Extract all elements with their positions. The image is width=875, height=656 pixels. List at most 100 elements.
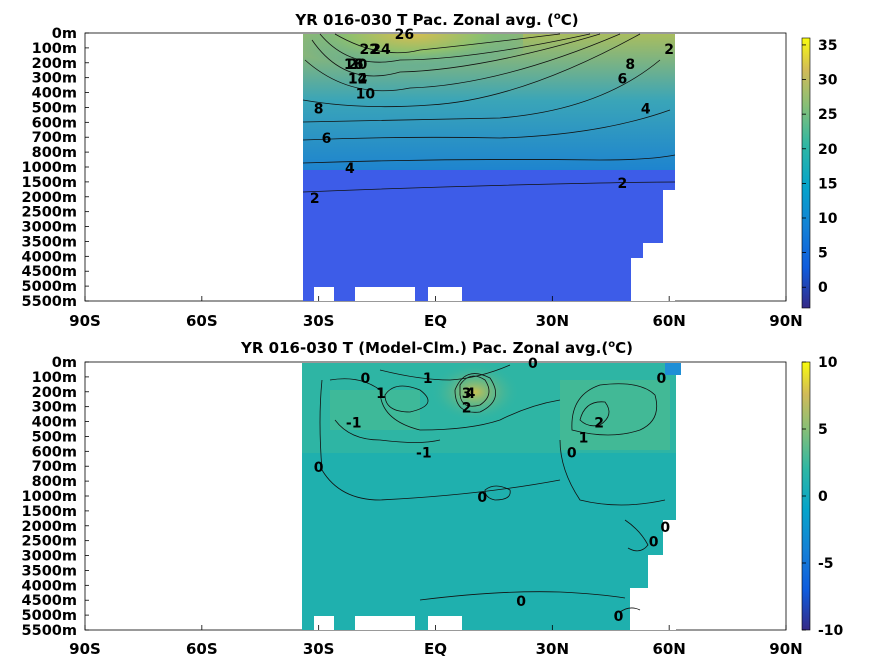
y-tick-label: 1000m: [22, 489, 77, 505]
colorbar-tick-label: 5: [818, 246, 828, 262]
colorbar-tick-label: -5: [818, 556, 834, 572]
x-tick-label: 30N: [536, 312, 569, 330]
y-tick-label: 600m: [32, 115, 77, 131]
chart-title: YR 016-030 T Pac. Zonal avg. (oC): [294, 11, 578, 29]
y-tick-label: 100m: [32, 41, 77, 57]
x-tick-label: EQ: [424, 640, 447, 656]
contour-label: 22: [360, 42, 379, 58]
y-tick-label: 2500m: [22, 534, 77, 550]
contour-label: 0: [657, 371, 667, 387]
y-tick-label: 3000m: [22, 549, 77, 565]
y-tick-label: 5500m: [22, 294, 77, 310]
contour-label: -1: [416, 445, 432, 461]
contour-label: 10: [356, 87, 376, 103]
y-tick-label: 400m: [32, 415, 77, 431]
x-tick-label: 90S: [69, 312, 101, 330]
contour-label: 2: [310, 191, 320, 207]
y-tick-label: 600m: [32, 444, 77, 460]
x-tick-label: EQ: [424, 312, 447, 330]
y-tick-label: 700m: [32, 130, 77, 146]
y-tick-label: 5500m: [22, 623, 77, 639]
x-tick-label: 30S: [303, 312, 335, 330]
contour-label: 1: [423, 371, 433, 387]
colorbar: 10 5 0 -5 -10: [801, 355, 844, 639]
contour-label: 6: [322, 131, 332, 147]
y-tick-label: 800m: [32, 474, 77, 490]
colorbar-tick-label: 30: [818, 73, 838, 89]
panel-anomaly: YR 016-030 T (Model-Clm.) Pac. Zonal avg…: [22, 339, 844, 656]
colorbar-tick-label: 15: [818, 176, 837, 192]
y-tick-label: 4500m: [22, 264, 77, 280]
x-tick-label: 60N: [652, 312, 685, 330]
x-tick-label: 30S: [303, 640, 335, 656]
contour-label: 16: [344, 57, 363, 73]
x-axis: 90S 60S 30S EQ 30N 60N 90N: [69, 625, 803, 656]
y-tick-label: 1500m: [22, 504, 77, 520]
contour-label: 2: [594, 416, 604, 432]
contour-label: 0: [660, 520, 670, 536]
y-tick-label: 4000m: [22, 578, 77, 594]
contour-label: 12: [348, 72, 367, 88]
contour-label: 0: [528, 356, 538, 372]
colorbar-tick-label: 10: [818, 211, 838, 227]
contour-label: 14: [348, 72, 368, 88]
y-tick-label: 5000m: [22, 279, 77, 295]
contour-label: 18: [344, 57, 363, 73]
contour-label: 1: [579, 430, 589, 446]
y-tick-label: 300m: [32, 71, 77, 87]
y-tick-label: 2000m: [22, 519, 77, 535]
colorbar-tick-label: 20: [818, 142, 838, 158]
contour-label: -1: [346, 416, 362, 432]
y-tick-label: 2000m: [22, 190, 77, 206]
y-tick-label: 4500m: [22, 593, 77, 609]
y-tick-label: 3500m: [22, 563, 77, 579]
contour-label: 6: [618, 72, 628, 88]
y-tick-label: 500m: [32, 100, 77, 116]
y-tick-label: 0m: [52, 355, 77, 371]
contour-lines: [319, 364, 666, 613]
contour-label: 4: [345, 161, 355, 177]
y-tick-label: 100m: [32, 370, 77, 386]
contour-label: 0: [477, 490, 487, 506]
y-tick-label: 500m: [32, 429, 77, 445]
x-tick-label: 90N: [769, 312, 802, 330]
contour-label: 20: [348, 57, 368, 73]
contour-label: 2: [618, 176, 628, 192]
y-tick-label: 200m: [32, 385, 77, 401]
y-tick-label: 3500m: [22, 234, 77, 250]
x-tick-label: 30N: [536, 640, 569, 656]
y-tick-label: 1500m: [22, 175, 77, 191]
contour-label: 2: [462, 401, 472, 417]
colorbar-tick-label: 0: [818, 280, 828, 296]
colorbar-tick-label: 0: [818, 489, 828, 505]
contour-label: 8: [625, 57, 635, 73]
colorbar-tick-label: 35: [818, 38, 837, 54]
y-tick-label: 800m: [32, 145, 77, 161]
y-tick-label: 200m: [32, 56, 77, 72]
contour-label: 0: [567, 445, 577, 461]
y-axis: 0m100m200m300m400m500m600m700m800m1000m1…: [22, 26, 89, 310]
field-fill: [302, 362, 681, 630]
x-tick-label: 60N: [652, 640, 685, 656]
x-axis: 90S 60S 30S EQ 30N 60N 90N: [69, 296, 803, 330]
x-tick-label: 60S: [186, 312, 218, 330]
colorbar-tick-label: 10: [818, 355, 838, 371]
contour-label: 0: [361, 371, 371, 387]
contour-label: 4: [641, 101, 651, 117]
contour-label: 0: [516, 594, 526, 610]
colorbar-tick-label: 25: [818, 107, 837, 123]
y-tick-label: 400m: [32, 86, 77, 102]
y-tick-label: 4000m: [22, 249, 77, 265]
colorbar: 35 30 25 20 15 10 5 0: [801, 37, 838, 309]
y-axis: 0m100m200m300m400m500m600m700m800m1000m1…: [22, 355, 89, 639]
contour-label: 4: [466, 386, 476, 402]
y-tick-label: 1000m: [22, 160, 77, 176]
x-tick-label: 90N: [769, 640, 802, 656]
panel-temperature: YR 016-030 T Pac. Zonal avg. (oC) 2 6 2 4 22…: [22, 11, 838, 330]
y-tick-label: 2500m: [22, 205, 77, 221]
y-tick-label: 5000m: [22, 608, 77, 624]
y-tick-label: 3000m: [22, 220, 77, 236]
